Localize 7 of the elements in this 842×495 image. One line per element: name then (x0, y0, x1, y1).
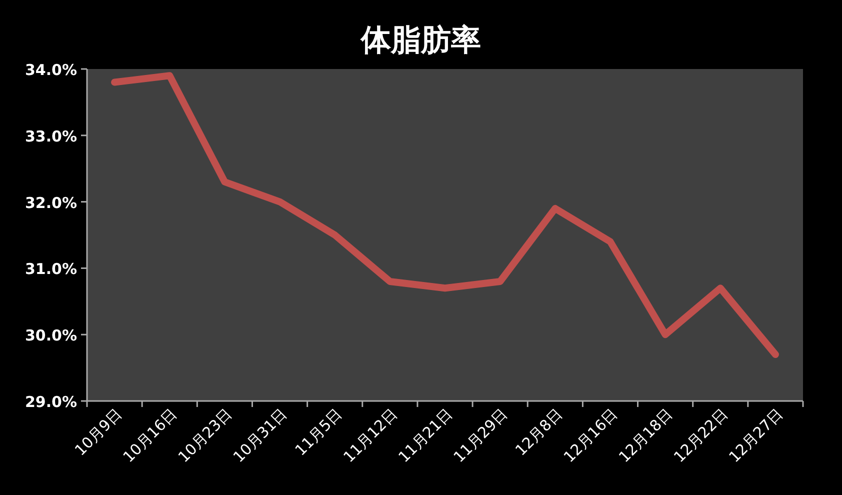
y-tick-label: 34.0% (24, 61, 77, 79)
y-tick-label: 33.0% (24, 127, 77, 146)
y-tick-label: 29.0% (24, 393, 77, 411)
y-tick-label: 31.0% (24, 260, 77, 278)
chart-title: 体脂肪率 (360, 23, 481, 58)
y-tick-label: 32.0% (24, 194, 77, 212)
y-tick-label: 30.0% (24, 326, 77, 345)
